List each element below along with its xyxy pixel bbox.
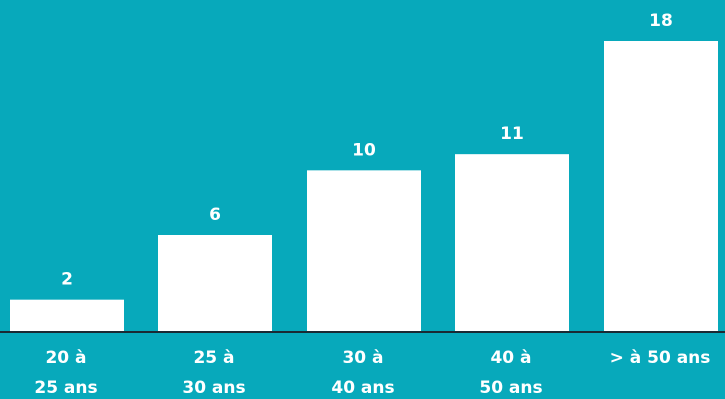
- bar-3: [307, 170, 421, 332]
- data-label-1: 2: [61, 270, 73, 290]
- category-label-1-line-2: 25 ans: [34, 378, 97, 398]
- category-label-3-line-2: 40 ans: [331, 378, 394, 398]
- bar-2: [158, 235, 272, 332]
- category-label-1-line-1: 20 à: [45, 348, 86, 368]
- bar-4: [455, 154, 569, 332]
- category-label-5-line-1: > à 50 ans: [610, 348, 711, 368]
- data-label-4: 11: [500, 124, 524, 144]
- category-label-2-line-1: 25 à: [193, 348, 234, 368]
- data-label-5: 18: [649, 11, 673, 31]
- category-label-3-line-1: 30 à: [342, 348, 383, 368]
- bar-1: [10, 299, 124, 332]
- category-labels-group: 20 à 25 ans 25 à 30 ans 30 à 40 ans 40 à 50 ans…: [34, 348, 710, 398]
- bars-group: [10, 41, 718, 332]
- category-label-4-line-1: 40 à: [490, 348, 531, 368]
- bar-5: [604, 41, 718, 332]
- data-label-2: 6: [209, 205, 221, 225]
- data-label-3: 10: [352, 140, 376, 160]
- category-label-2-line-2: 30 ans: [182, 378, 245, 398]
- category-label-4-line-2: 50 ans: [479, 378, 542, 398]
- data-labels-group: 2 6 10 11 18: [61, 11, 673, 290]
